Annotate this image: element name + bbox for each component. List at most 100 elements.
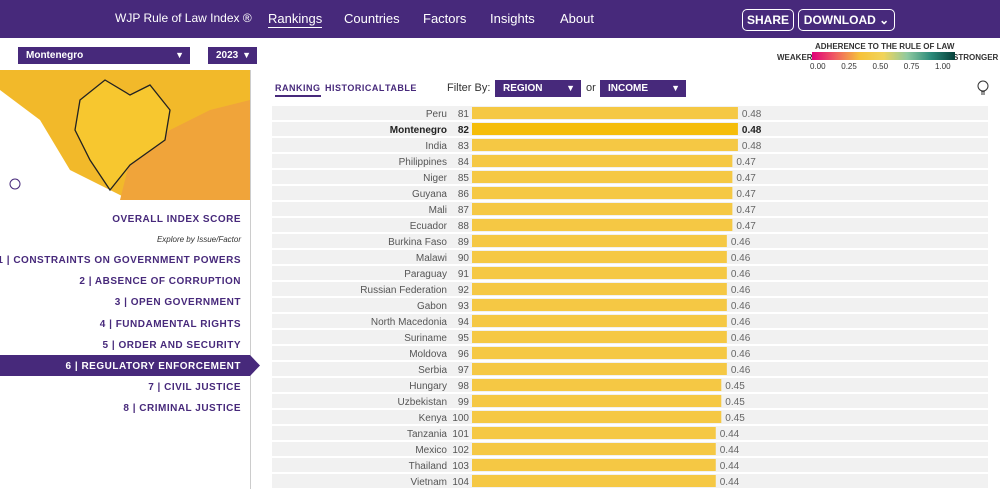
menu-overall[interactable]: OVERALL INDEX SCORE [112,214,241,225]
country-label: Russian Federation [360,285,447,296]
legend-tick-label: 0.50 [872,62,889,71]
tab[interactable]: TABLE [385,83,417,93]
score-label: 0.45 [725,397,745,408]
menu-item[interactable]: 7 | CIVIL JUSTICE [148,382,241,393]
score-label: 0.48 [742,125,762,136]
country-label: Montenegro [390,125,447,136]
score-bar [472,171,733,183]
country-label: Uzbekistan [398,397,447,408]
score-label: 0.46 [731,285,751,296]
filter-label: Filter By: [447,82,491,94]
download-button[interactable]: DOWNLOAD ⌄ [798,9,895,31]
score-label: 0.48 [742,109,762,120]
income-select[interactable]: INCOME [600,80,686,97]
rank-label: 91 [458,269,470,280]
rank-label: 96 [458,349,470,360]
menu-item[interactable]: 2 | ABSENCE OF CORRUPTION [79,276,241,287]
rank-label: 92 [458,285,470,296]
score-label: 0.44 [720,461,740,472]
country-label: Thailand [409,461,447,472]
country-label: Guyana [412,189,447,200]
country-label: Tanzania [407,429,447,440]
tab[interactable]: HISTORICAL [325,83,385,93]
score-label: 0.47 [736,221,756,232]
score-bar [472,123,738,135]
rank-label: 90 [458,253,470,264]
country-label: Suriname [404,333,447,344]
rank-label: 85 [458,173,470,184]
download-label: DOWNLOAD [803,13,876,27]
hint-icon[interactable] [976,80,990,96]
score-bar [472,363,727,375]
score-label: 0.48 [742,141,762,152]
legend-tick-label: 0.75 [903,62,920,71]
score-label: 0.47 [736,205,756,216]
country-label: Mexico [415,445,447,456]
menu-item[interactable]: 6 | REGULATORY ENFORCEMENT [65,361,241,372]
region-select[interactable]: REGION [495,80,581,97]
menu-item[interactable]: 8 | CRIMINAL JUSTICE [123,403,241,414]
country-label: Serbia [418,365,447,376]
tab[interactable]: RANKING [275,83,321,97]
score-label: 0.46 [731,365,751,376]
country-label: Mali [429,205,447,216]
score-bar [472,299,727,311]
country-label: Philippines [399,157,447,168]
country-label: Gabon [417,301,447,312]
score-bar [472,395,722,407]
menu-item[interactable]: 5 | ORDER AND SECURITY [102,340,241,351]
score-bar [472,139,738,151]
score-bar [472,107,738,119]
score-label: 0.46 [731,349,751,360]
score-label: 0.47 [736,189,756,200]
nav-link[interactable]: Rankings [268,11,323,28]
nav-link[interactable]: About [560,11,594,26]
rank-label: 95 [458,333,470,344]
header: WJP Rule of Law Index ® Rankings Countri… [0,0,1000,38]
score-bar [472,267,727,279]
rank-label: 98 [458,381,470,392]
nav-link[interactable]: Factors [423,11,467,26]
rank-label: 101 [452,429,469,440]
rank-label: 81 [458,109,470,120]
score-bar [472,283,727,295]
score-label: 0.45 [725,381,745,392]
or-label: or [586,82,596,94]
score-label: 0.45 [725,413,745,424]
rank-label: 94 [458,317,470,328]
country-label: Malawi [416,253,447,264]
logo[interactable]: WJP Rule of Law Index ® [115,11,252,25]
year-select[interactable]: 2023 [208,47,257,64]
country-select[interactable]: Montenegro [18,47,190,64]
score-label: 0.46 [731,269,751,280]
rank-label: 89 [458,237,470,248]
share-button[interactable]: SHARE [742,9,794,31]
rank-label: 86 [458,189,470,200]
score-label: 0.46 [731,237,751,248]
legend-tick-label: 0.00 [810,62,826,71]
nav-link[interactable]: Insights [490,11,535,26]
score-label: 0.47 [736,173,756,184]
rank-label: 100 [452,413,469,424]
legend-title: ADHERENCE TO THE RULE OF LAW [815,42,955,51]
rank-label: 93 [458,301,470,312]
rank-label: 83 [458,141,470,152]
score-bar [472,235,727,247]
score-label: 0.44 [720,445,740,456]
country-label: Peru [426,109,447,120]
menu-item[interactable]: 3 | OPEN GOVERNMENT [114,297,241,308]
nav-link[interactable]: Countries [344,11,400,26]
ranking-chart: Peru 81 0.48 Montenegro 82 0.48 India 83 0.48 Phi… [272,106,988,488]
score-label: 0.46 [731,253,751,264]
menu-item[interactable]: 1 | CONSTRAINTS ON GOVERNMENT POWERS [0,255,241,266]
menu-item[interactable]: 4 | FUNDAMENTAL RIGHTS [99,319,241,330]
score-bar [472,379,722,391]
score-bar [472,155,733,167]
score-label: 0.46 [731,333,751,344]
score-label: 0.44 [720,477,740,488]
score-bar [472,331,727,343]
active-arrow [250,355,260,376]
score-bar [472,315,727,327]
score-bar [472,443,716,455]
country-label: Vietnam [410,477,447,488]
